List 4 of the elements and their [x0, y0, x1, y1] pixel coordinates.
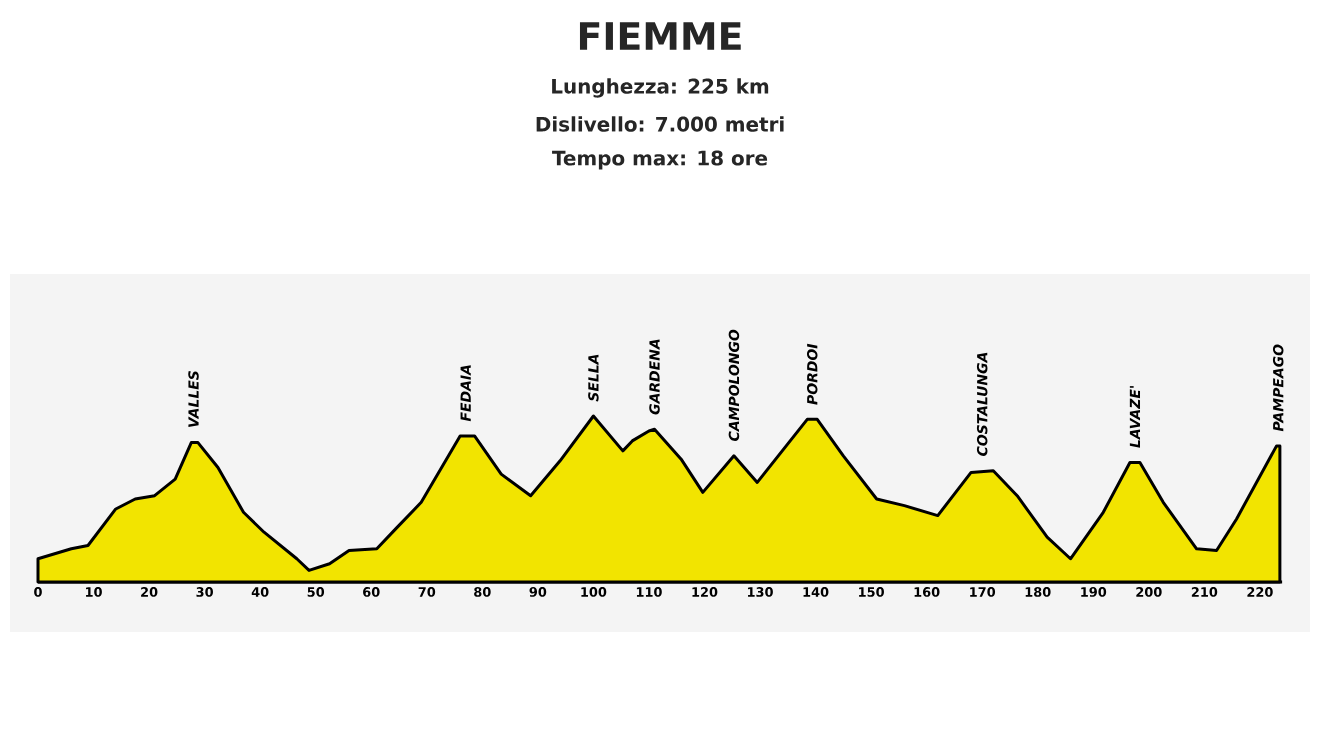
text: Tempo max: 18 ore: [552, 150, 768, 170]
chart-title: FIEMME: [579, 22, 741, 50]
text: Dislivello: 7.000 metri: [536, 116, 784, 132]
chart-subtitle: Lunghezza: 225 km: [552, 78, 769, 98]
